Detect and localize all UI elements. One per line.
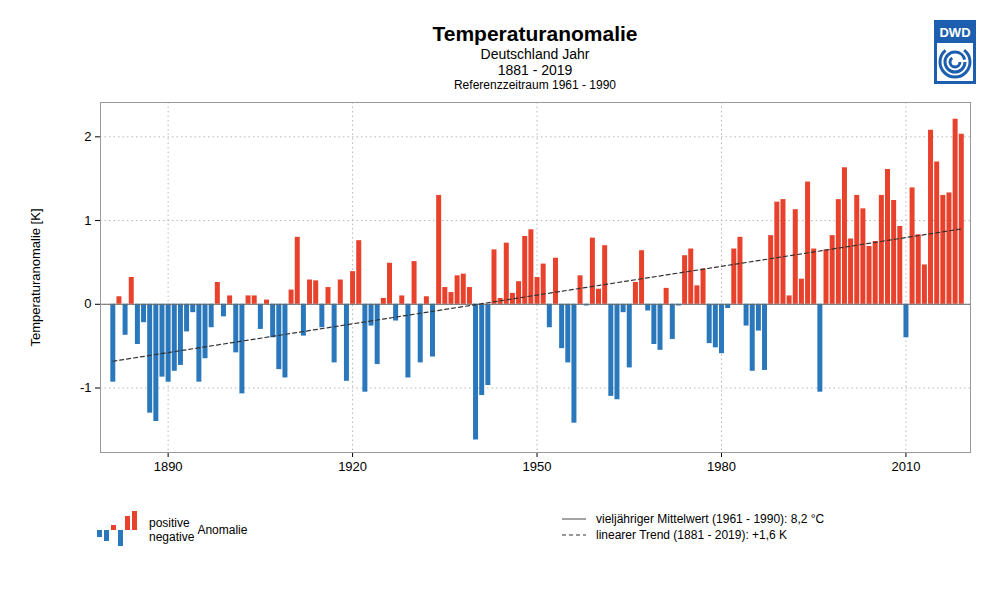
svg-text:1950: 1950 [523, 459, 552, 474]
svg-text:Temperaturanomalie [K]: Temperaturanomalie [K] [28, 208, 43, 346]
html-text:vieljähriger Mittelwert (1961: vieljähriger Mittelwert (1961 - 1990): 8… [596, 512, 825, 526]
svg-text:DWD: DWD [939, 25, 970, 40]
svg-text:1: 1 [84, 213, 91, 228]
svg-text:-1: -1 [80, 380, 92, 395]
html-text:positive: positive [149, 516, 190, 530]
svg-text:2: 2 [84, 129, 91, 144]
svg-text:1890: 1890 [154, 459, 183, 474]
svg-text:1920: 1920 [338, 459, 367, 474]
html-text:linearer Trend (1881 - 2019):: linearer Trend (1881 - 2019): +1,6 K [596, 528, 788, 542]
svg-text:1980: 1980 [707, 459, 736, 474]
html-text:negative Anomalie: negative Anomalie [149, 523, 248, 544]
html-text:1881 - 2019: 1881 - 2019 [497, 62, 573, 78]
html-text:Deutschland Jahr: Deutschland Jahr [480, 46, 590, 62]
html-text:Referenzzeitraum 1961 - 1990: Referenzzeitraum 1961 - 1990 [454, 78, 616, 92]
svg-text:0: 0 [84, 296, 91, 311]
svg-text:2010: 2010 [891, 459, 920, 474]
html-text:Temperaturanomalie: Temperaturanomalie [432, 22, 638, 45]
